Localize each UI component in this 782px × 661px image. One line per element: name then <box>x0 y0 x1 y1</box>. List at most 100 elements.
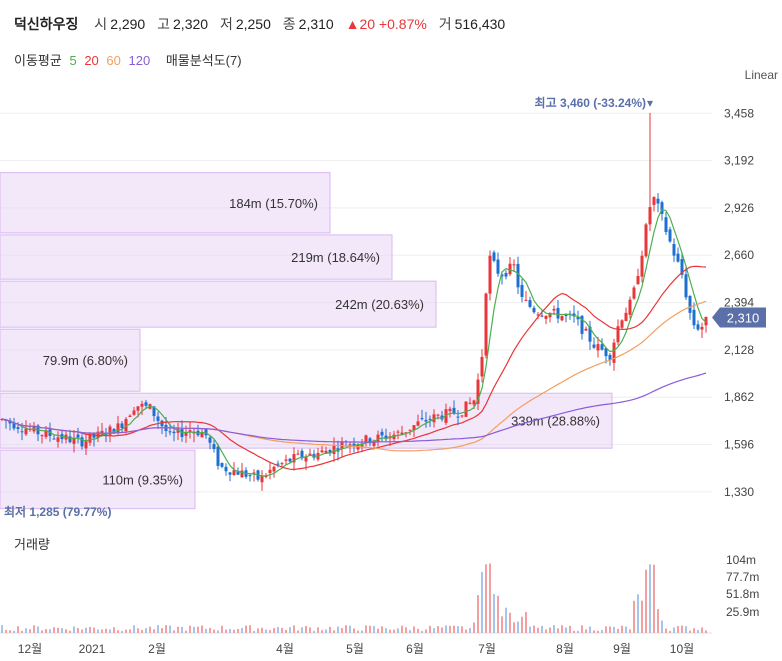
volume-bar <box>477 595 479 633</box>
candle-body <box>652 197 656 205</box>
candle-body <box>676 253 680 262</box>
volume-bar <box>421 630 423 633</box>
candle-body <box>576 317 580 320</box>
candle-body <box>588 326 592 342</box>
volume-bar <box>593 630 595 633</box>
volume-bar <box>33 625 35 633</box>
volume-bar <box>321 630 323 633</box>
volume-bar <box>549 627 551 633</box>
volume-bar <box>657 609 659 633</box>
candle-body <box>644 224 648 257</box>
candle-body <box>404 432 408 434</box>
volume-bar <box>553 625 555 633</box>
candle-body <box>560 316 564 321</box>
volume-bar <box>633 600 635 633</box>
volume-bar <box>53 627 55 633</box>
candle-body <box>416 421 420 426</box>
volume-bar <box>281 627 283 633</box>
volume-bar <box>29 629 31 633</box>
candle-body <box>324 450 328 454</box>
volume-profile: 184m (15.70%) 219m (18.64%) 242m (20.63%) 7… <box>0 172 613 510</box>
x-tick-label: 8월 <box>556 642 574 656</box>
x-tick-label: 2월 <box>148 642 166 656</box>
volume-tick-label: 104m <box>726 553 756 567</box>
moving-average-legend[interactable]: 이동평균 5 20 60 120 매물분석도(7) <box>14 50 246 69</box>
scale-toggle[interactable]: Linear <box>744 68 778 82</box>
candle-body <box>248 475 252 477</box>
candle-body <box>660 202 664 214</box>
volume-profile-bar <box>0 234 393 280</box>
volume-bar <box>21 630 23 633</box>
candle-body <box>408 429 412 431</box>
candle-body <box>640 255 644 277</box>
candle-body <box>692 309 696 326</box>
candle-body <box>268 469 272 474</box>
candle-body <box>192 431 196 434</box>
candle-body <box>216 446 220 466</box>
candle-body <box>540 315 544 317</box>
candle-body <box>488 255 492 294</box>
close-value: 2,310 <box>298 16 334 32</box>
volume-bar <box>365 625 367 633</box>
volume-profile-label: 매물분석도(7) <box>165 53 242 68</box>
volume-bar <box>389 629 391 633</box>
volume-bar <box>121 630 123 633</box>
volume-bar <box>381 626 383 633</box>
volume-bar <box>337 626 339 633</box>
y-tick-label: 1,596 <box>724 438 754 452</box>
volume-bar <box>401 625 403 633</box>
volume-bar <box>113 627 115 633</box>
annotations: 최고 3,460 (-33.24%) 최저 1,285 (79.77%) 2,310 <box>4 95 766 519</box>
candle-body <box>332 445 336 454</box>
y-tick-label: 2,660 <box>724 248 754 262</box>
volume-bar <box>129 629 131 633</box>
candle-body <box>612 342 616 363</box>
last-price-tag <box>712 307 766 328</box>
volume-bar <box>361 630 363 633</box>
volume-bar <box>285 629 287 633</box>
candle-body <box>172 431 176 434</box>
candle-body <box>144 402 148 406</box>
y-tick-label: 2,394 <box>724 296 754 310</box>
volume-bar <box>261 627 263 633</box>
candle-body <box>212 444 216 450</box>
candle-body <box>428 418 432 420</box>
candle-body <box>688 295 692 313</box>
volume-bar <box>497 595 499 633</box>
volume-bar <box>489 563 491 633</box>
volume-bar <box>517 621 519 633</box>
volume-bar <box>37 626 39 633</box>
candle-body <box>484 293 488 356</box>
volume-bar <box>685 626 687 633</box>
volume-profile-bar <box>0 449 196 510</box>
candle-body <box>528 300 532 307</box>
volume-bar <box>297 630 299 633</box>
volume-bar <box>677 626 679 633</box>
volume-bar <box>225 629 227 633</box>
candle-body <box>600 344 604 350</box>
volume-bar <box>49 629 51 633</box>
volume-tick-label: 25.9m <box>726 605 759 619</box>
volume-bar <box>69 630 71 633</box>
volume-bar <box>353 628 355 633</box>
volume-bar <box>637 594 639 633</box>
volume-profile-bar <box>0 172 331 234</box>
candle-body <box>160 420 164 427</box>
candle-body <box>480 356 484 377</box>
volume-bar <box>185 630 187 633</box>
candle-body <box>240 470 244 478</box>
volume-bar <box>329 626 331 633</box>
candle-body <box>272 466 276 472</box>
ma120-line <box>1 372 707 443</box>
stock-name: 덕신하우징 <box>14 16 79 32</box>
volume-bar <box>625 626 627 633</box>
candle-body <box>304 457 308 462</box>
volume-profile-label: 219m (18.64%) <box>291 250 380 265</box>
volume-tick-label: 51.8m <box>726 587 759 601</box>
volume-bar <box>613 626 615 633</box>
candle-body <box>492 252 496 261</box>
ma20-line <box>1 265 707 471</box>
candle-body <box>520 284 524 297</box>
volume-bar <box>209 627 211 633</box>
